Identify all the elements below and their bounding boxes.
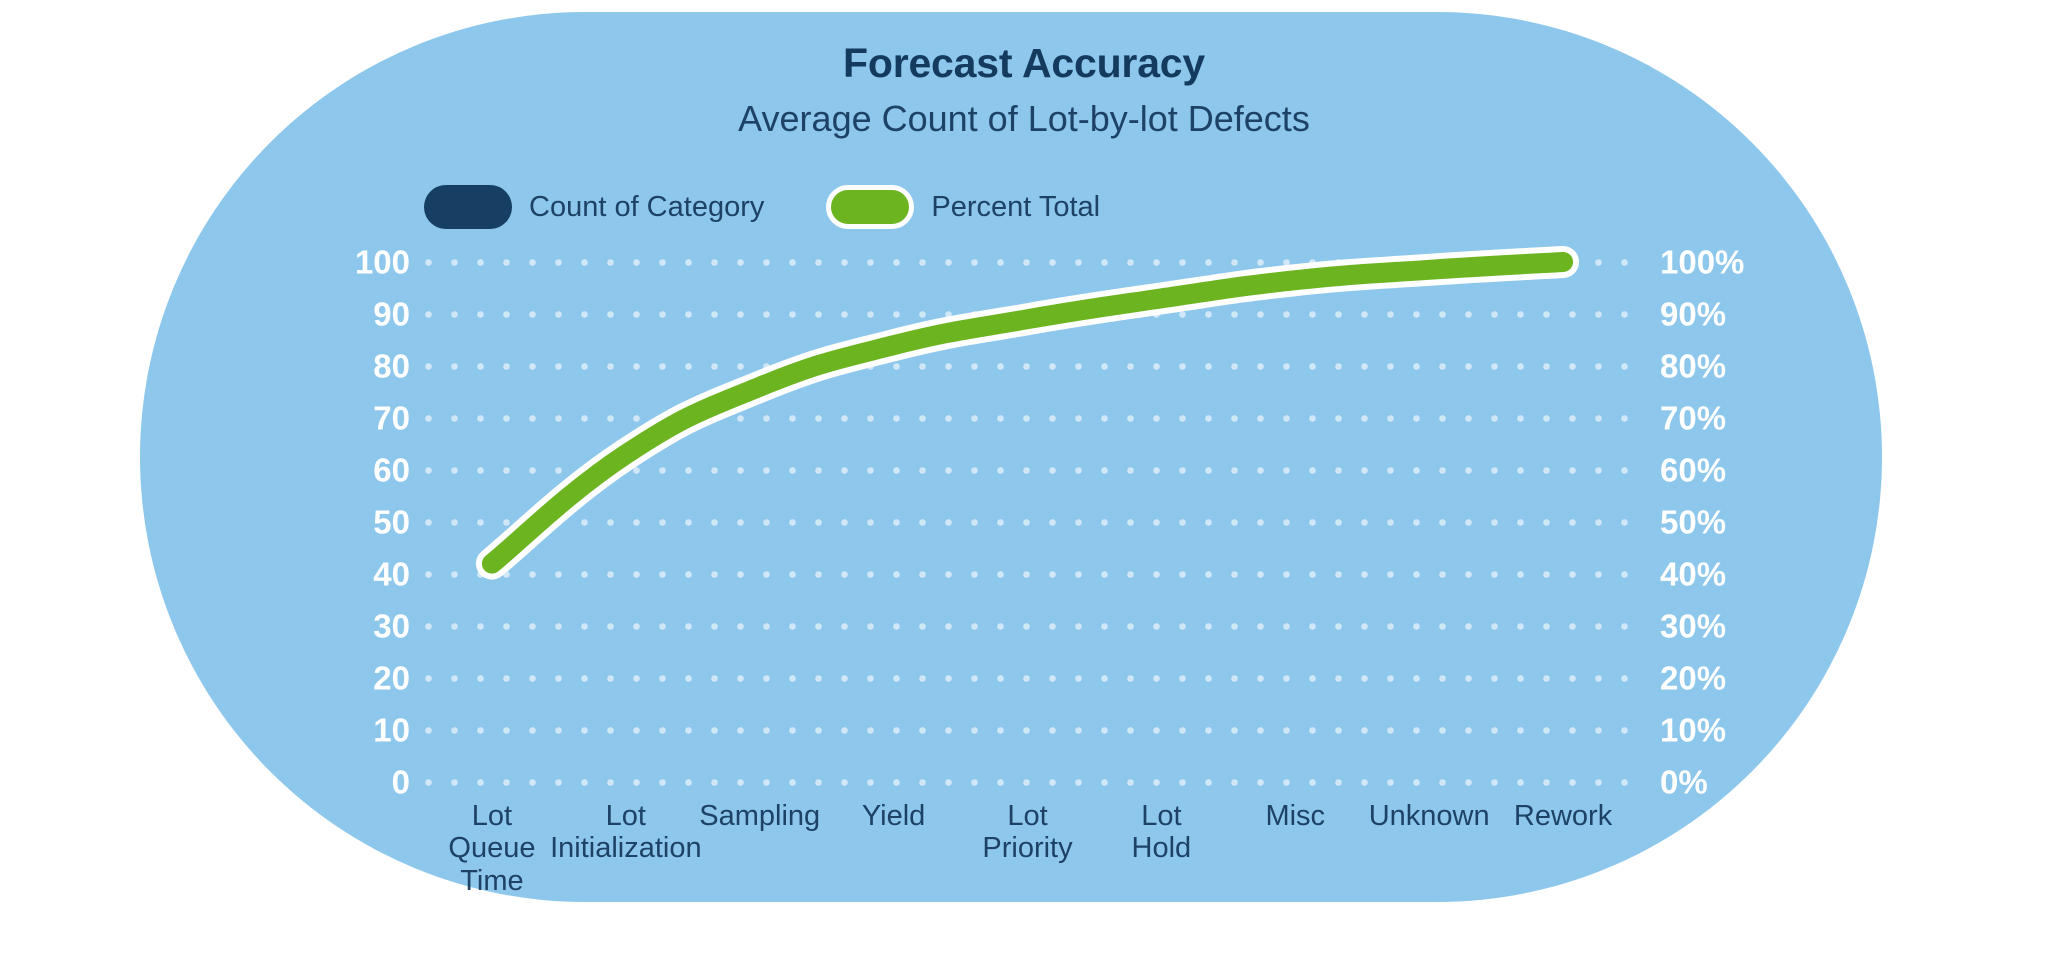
y-tick-left-90: 90 <box>373 295 410 333</box>
percent-total-swatch-icon <box>826 185 915 229</box>
y-tick-left-20: 20 <box>373 659 410 697</box>
gridline <box>425 778 1630 786</box>
gridline <box>425 726 1630 734</box>
gridline <box>425 518 1630 526</box>
x-tick-label-8: Rework <box>1513 800 1613 832</box>
y-tick-right-10: 10% <box>1660 711 1727 749</box>
y-tick-left-60: 60 <box>373 451 410 489</box>
gridline <box>425 570 1630 578</box>
legend-item-count-of-category[interactable]: Count of Category <box>424 185 764 229</box>
x-tick-label-7: Unknown <box>1368 800 1490 832</box>
count-of-category-swatch-icon <box>424 185 512 229</box>
gridline <box>425 622 1630 630</box>
x-tick-label-0: Lot Queue Time <box>448 800 536 897</box>
y-tick-left-50: 50 <box>373 503 410 541</box>
x-tick-label-4: Lot Priority <box>982 800 1073 865</box>
chart-subtitle: Average Count of Lot-by-lot Defects <box>738 98 1310 139</box>
x-axis-categories: Lot Queue Time Lot Initialization Sampling… <box>425 800 1630 930</box>
y-tick-right-60: 60% <box>1660 451 1727 489</box>
legend-label-percent-total: Percent Total <box>931 190 1101 223</box>
y-tick-left-70: 70 <box>373 399 410 437</box>
gridline <box>425 362 1630 370</box>
legend-item-percent-total[interactable]: Percent Total <box>826 185 1100 229</box>
y-tick-left-30: 30 <box>373 607 410 645</box>
y-tick-left-80: 80 <box>373 347 410 385</box>
y-tick-right-100: 100% <box>1660 243 1745 281</box>
y-tick-left-0: 0 <box>391 763 410 801</box>
x-tick-label-5: Lot Hold <box>1131 800 1192 865</box>
y-axis-right: 100% 90% 80% 70% 60% 50% 40% 30% 20% 10% 0% <box>1660 246 1860 799</box>
y-tick-left-10: 10 <box>373 711 410 749</box>
chart-title: Forecast Accuracy <box>843 40 1205 86</box>
y-tick-right-70: 70% <box>1660 399 1727 437</box>
y-tick-left-100: 100 <box>354 243 410 281</box>
chart-legend: Count of Category Percent Total <box>424 184 1100 230</box>
gridline <box>425 414 1630 422</box>
legend-label-count-of-category: Count of Category <box>529 190 765 223</box>
y-tick-right-30: 30% <box>1660 607 1727 645</box>
x-tick-label-1: Lot Initialization <box>550 800 702 865</box>
y-tick-right-40: 40% <box>1660 555 1727 593</box>
gridline <box>425 258 1630 266</box>
plot-area <box>425 258 1630 786</box>
x-tick-label-6: Misc <box>1265 800 1326 832</box>
x-tick-label-3: Yield <box>861 800 926 832</box>
y-tick-right-90: 90% <box>1660 295 1727 333</box>
x-tick-label-2: Sampling <box>699 800 821 832</box>
y-tick-right-20: 20% <box>1660 659 1727 697</box>
y-tick-right-80: 80% <box>1660 347 1727 385</box>
gridline <box>425 466 1630 474</box>
y-tick-right-0: 0% <box>1660 763 1708 801</box>
y-tick-left-40: 40 <box>373 555 410 593</box>
gridline <box>425 310 1630 318</box>
gridline <box>425 674 1630 682</box>
y-tick-right-50: 50% <box>1660 503 1727 541</box>
y-axis-left: 100 90 80 70 60 50 40 30 20 10 0 <box>250 246 410 799</box>
